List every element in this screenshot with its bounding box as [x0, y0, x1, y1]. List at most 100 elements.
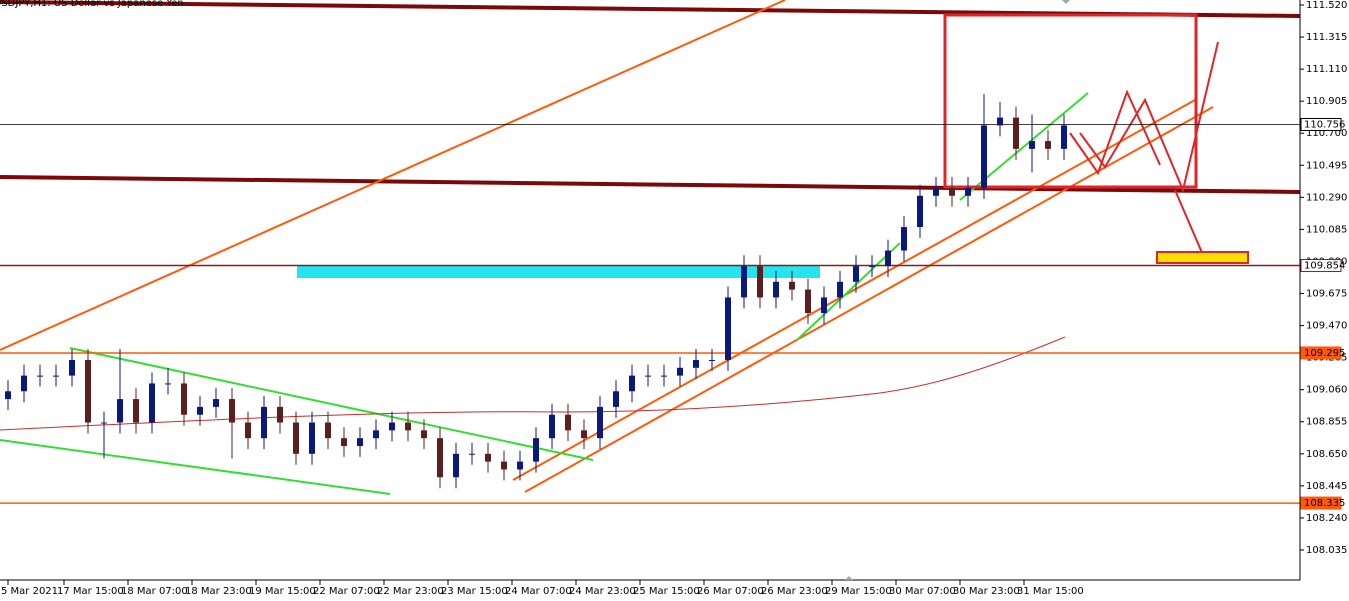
- candle-body: [405, 422, 411, 431]
- price-level-label: 109.295: [1304, 348, 1345, 359]
- x-tick-label: 17 Mar 15:00: [57, 586, 124, 597]
- candle-body: [133, 399, 139, 423]
- trend-line: [512, 99, 1196, 481]
- candle-body: [869, 266, 875, 268]
- candle-body: [549, 414, 555, 439]
- candle-body: [741, 266, 747, 298]
- candle-body: [309, 422, 315, 454]
- candle-body: [389, 422, 395, 431]
- support-line: [0, 175, 1301, 194]
- candle-body: [885, 250, 891, 267]
- candle-body: [69, 359, 75, 376]
- y-tick-label: 110.085: [1306, 224, 1347, 235]
- price-level-box: [1300, 496, 1342, 510]
- y-tick-label: 111.315: [1306, 32, 1347, 43]
- price-level-box: [1300, 346, 1342, 360]
- target-box: [1156, 251, 1249, 264]
- candle-body: [597, 406, 603, 439]
- y-tick-label: 109.470: [1306, 321, 1347, 332]
- candle-body: [965, 187, 971, 196]
- candle-body: [837, 281, 843, 298]
- x-tick-label: 22 Mar 07:00: [313, 586, 380, 597]
- candle-body: [805, 289, 811, 314]
- candle-body: [1061, 125, 1067, 149]
- candle-body: [453, 453, 459, 478]
- candle-body: [645, 375, 651, 377]
- candle-body: [981, 125, 987, 188]
- candle-body: [933, 187, 939, 196]
- y-tick-label: 110.495: [1306, 160, 1347, 171]
- x-tick-label: 23 Mar 15:00: [441, 586, 508, 597]
- x-tick-label: 18 Mar 23:00: [185, 586, 252, 597]
- y-tick-label: 108.650: [1306, 449, 1347, 460]
- candle-body: [709, 359, 715, 361]
- candle-body: [853, 266, 859, 282]
- candle-body: [997, 117, 1003, 126]
- candle-body: [773, 281, 779, 298]
- x-tick-label: 26 Mar 07:00: [697, 586, 764, 597]
- candle-body: [325, 422, 331, 439]
- price-level-label: 109.854: [1304, 261, 1345, 272]
- x-tick-label: 30 Mar 07:00: [889, 586, 956, 597]
- green-line: [0, 439, 391, 495]
- y-tick-label: 111.110: [1306, 64, 1347, 75]
- candle-body: [613, 391, 619, 407]
- candle-body: [53, 375, 59, 377]
- candle-body: [629, 375, 635, 392]
- candle-body: [517, 461, 523, 470]
- candles: [5, 94, 1067, 489]
- candle-body: [197, 406, 203, 415]
- candle-body: [725, 297, 731, 360]
- candle-body: [485, 453, 491, 462]
- candle-body: [661, 375, 667, 377]
- price-level-label: 108.335: [1304, 498, 1345, 509]
- candle-body: [5, 391, 11, 400]
- y-tick-label: 108.445: [1306, 481, 1347, 492]
- y-tick-label: 109.675: [1306, 289, 1347, 300]
- candle-body: [165, 383, 171, 385]
- x-tick-label: 26 Mar 23:00: [761, 586, 828, 597]
- price-level-box: [1300, 117, 1342, 131]
- x-tick-label: 18 Mar 07:00: [121, 586, 188, 597]
- candle-body: [581, 430, 587, 439]
- candle-body: [677, 367, 683, 376]
- candle-body: [85, 359, 91, 423]
- candle-body: [1029, 141, 1035, 149]
- candle-body: [693, 359, 699, 368]
- candle-body: [213, 399, 219, 407]
- candle-body: [821, 297, 827, 314]
- x-tick-label: 19 Mar 15:00: [249, 586, 316, 597]
- candle-body: [245, 422, 251, 439]
- green-line: [796, 242, 901, 341]
- drawings: [0, 0, 1301, 495]
- candle-body: [949, 187, 955, 196]
- candle-body: [1045, 141, 1051, 149]
- candle-body: [117, 399, 123, 423]
- candle-body: [37, 375, 43, 377]
- candle-body: [901, 227, 907, 251]
- candle-body: [373, 430, 379, 439]
- x-tick-label: 29 Mar 15:00: [825, 586, 892, 597]
- x-tick-label: 24 Mar 07:00: [505, 586, 572, 597]
- projection: [1079, 41, 1219, 194]
- candle-body: [1013, 117, 1019, 149]
- candle-body: [917, 195, 923, 228]
- candle-body: [101, 422, 107, 424]
- red-box: [943, 13, 1198, 189]
- y-tick-label: 110.905: [1306, 96, 1347, 107]
- price-level-label: 110.756: [1304, 119, 1345, 130]
- candle-body: [149, 383, 155, 423]
- candle-body: [21, 375, 27, 392]
- candle-body: [789, 281, 795, 290]
- candle-body: [229, 399, 235, 423]
- y-tick-label: 110.290: [1306, 192, 1347, 203]
- candle-body: [533, 438, 539, 462]
- x-tick-label: 24 Mar 23:00: [569, 586, 636, 597]
- levels: [0, 124, 1300, 504]
- candle-body: [501, 461, 507, 470]
- candle-body: [261, 406, 267, 439]
- candle-body: [277, 406, 283, 423]
